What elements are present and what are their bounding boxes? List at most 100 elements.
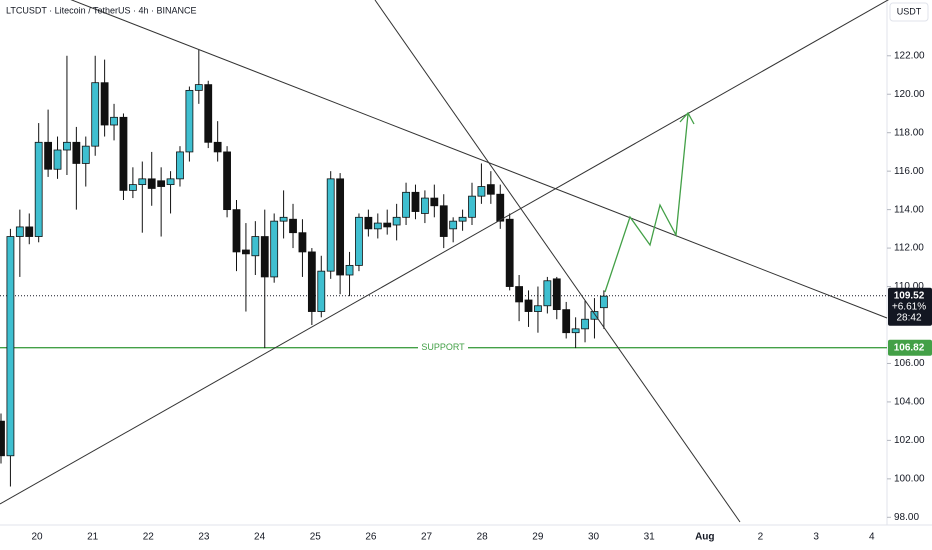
candle-body bbox=[468, 195, 476, 218]
candle-body bbox=[232, 209, 241, 253]
trend-line bbox=[70, 0, 888, 319]
candle-body bbox=[223, 151, 231, 211]
candle-body bbox=[355, 216, 363, 266]
candle-body bbox=[505, 218, 514, 287]
x-tick-label: 31 bbox=[644, 532, 656, 543]
candle-body bbox=[6, 236, 15, 457]
candle-body bbox=[100, 82, 109, 126]
trend-line bbox=[0, 0, 889, 505]
candle-body bbox=[534, 305, 542, 312]
candle-body bbox=[298, 232, 307, 253]
candle-body bbox=[213, 141, 222, 153]
candle-body bbox=[477, 186, 486, 197]
candle-body bbox=[138, 178, 147, 186]
candle-body bbox=[571, 328, 580, 334]
x-tick-label: 29 bbox=[532, 532, 544, 543]
candle-body bbox=[63, 141, 71, 151]
y-tick-label: 112.00 bbox=[894, 243, 924, 254]
candle-body bbox=[166, 178, 175, 186]
y-tick-label: 116.00 bbox=[894, 166, 924, 177]
candle-body bbox=[260, 236, 269, 278]
x-tick-label: 25 bbox=[310, 532, 322, 543]
last-price-label: 109.52 bbox=[894, 290, 925, 301]
candle-body bbox=[392, 216, 401, 226]
candle-body bbox=[581, 318, 589, 330]
x-tick-label: 24 bbox=[254, 532, 266, 543]
candle-body bbox=[515, 286, 523, 303]
x-tick-label: 22 bbox=[143, 532, 155, 543]
candle-body bbox=[53, 149, 62, 170]
candle-body bbox=[307, 251, 316, 312]
candle-body bbox=[242, 249, 250, 255]
support-label: SUPPORT bbox=[421, 342, 465, 352]
candle-body bbox=[552, 278, 561, 311]
candle-body bbox=[128, 184, 137, 191]
candle-body bbox=[204, 84, 213, 143]
y-tick-label: 104.00 bbox=[894, 397, 925, 408]
candle-body bbox=[147, 178, 156, 189]
x-tick-label: 30 bbox=[588, 532, 600, 543]
candle-body bbox=[430, 197, 439, 207]
candle-body bbox=[364, 216, 373, 230]
candle-body bbox=[336, 178, 345, 276]
candle-body bbox=[411, 191, 420, 212]
candle-body bbox=[34, 141, 43, 237]
candle-body bbox=[91, 82, 100, 147]
candle-body bbox=[270, 220, 279, 278]
candle-body bbox=[345, 264, 354, 276]
candle-body bbox=[157, 180, 166, 187]
symbol-title: LTCUSDT · Litecoin / TetherUS · 4h · BIN… bbox=[6, 5, 197, 15]
y-tick-label: 98.00 bbox=[894, 512, 919, 523]
candle-body bbox=[599, 295, 608, 309]
candle-body bbox=[289, 218, 297, 234]
candle-body bbox=[15, 226, 24, 237]
candle-body bbox=[25, 226, 34, 237]
candle-body bbox=[110, 116, 118, 126]
candle-body bbox=[81, 145, 90, 164]
candle-body bbox=[439, 205, 448, 237]
candle-body bbox=[524, 299, 533, 312]
candle-body bbox=[317, 270, 326, 312]
y-tick-label: 114.00 bbox=[894, 204, 924, 215]
y-tick-label: 102.00 bbox=[894, 435, 925, 446]
x-tick-label: 26 bbox=[365, 532, 377, 543]
drawings bbox=[0, 0, 889, 523]
countdown: 28:42 bbox=[896, 312, 921, 323]
x-tick-label: 28 bbox=[477, 532, 489, 543]
x-tick-label: Aug bbox=[695, 532, 714, 543]
support-label-bg bbox=[418, 341, 468, 354]
candle-body bbox=[486, 184, 495, 195]
trend-line bbox=[374, 0, 741, 523]
arrow-head bbox=[679, 111, 695, 125]
candle-body bbox=[562, 309, 571, 334]
candle-body bbox=[326, 178, 335, 272]
y-tick-label: 106.00 bbox=[894, 358, 925, 369]
y-tick-label: 120.00 bbox=[894, 89, 925, 100]
change-label: +6.61% bbox=[892, 301, 926, 312]
candle-body bbox=[72, 141, 81, 164]
projection-arrow bbox=[604, 113, 689, 293]
x-tick-label: 3 bbox=[813, 532, 819, 543]
candle-body bbox=[119, 116, 128, 191]
x-tick-label: 21 bbox=[87, 532, 99, 543]
x-tick-label: 20 bbox=[31, 532, 43, 543]
y-tick-label: 118.00 bbox=[894, 127, 924, 138]
currency-button[interactable] bbox=[889, 2, 929, 22]
candle-body bbox=[194, 84, 203, 91]
candle-body bbox=[185, 89, 194, 153]
x-tick-label: 23 bbox=[198, 532, 210, 543]
candle-body bbox=[590, 311, 599, 320]
candle-body bbox=[402, 191, 410, 218]
candle-body bbox=[44, 141, 52, 170]
candle-body bbox=[458, 216, 467, 222]
candle-body bbox=[420, 197, 429, 214]
support-price-label: 106.82 bbox=[894, 342, 925, 353]
candle-body bbox=[279, 216, 288, 222]
candle-body bbox=[373, 222, 382, 230]
candle-body bbox=[496, 193, 505, 222]
y-tick-label: 110.00 bbox=[894, 281, 924, 292]
x-tick-label: 27 bbox=[421, 532, 433, 543]
currency[interactable]: USDT bbox=[897, 6, 922, 16]
